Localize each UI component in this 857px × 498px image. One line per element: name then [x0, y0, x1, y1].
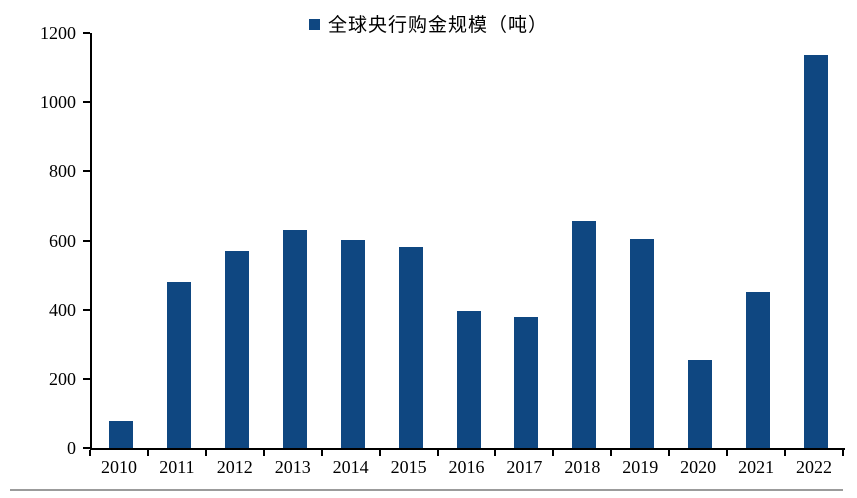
bottom-divider-line: [10, 489, 843, 491]
x-axis-tick: [494, 450, 497, 456]
bar-2019: [630, 238, 655, 448]
legend-label: 全球央行购金规模（吨）: [327, 15, 548, 36]
y-axis-label: 800: [49, 161, 76, 182]
y-axis-label: 1200: [40, 23, 76, 43]
plot-area: [90, 33, 845, 450]
x-axis-label-2017: 2017: [506, 457, 543, 477]
x-axis-tick: [610, 450, 613, 456]
x-axis-tick: [320, 450, 323, 456]
y-axis-tick: [83, 101, 90, 104]
bar-2020: [688, 359, 713, 448]
x-axis-tick: [784, 450, 787, 456]
y-axis-tick: [83, 170, 90, 173]
y-axis-tick: [83, 32, 90, 34]
y-axis-label: 1000: [40, 92, 76, 113]
x-axis-label-2013: 2013: [274, 457, 311, 477]
y-axis-tick: [83, 239, 90, 242]
y-axis-tick: [83, 447, 90, 449]
x-axis-label-2010: 2010: [100, 457, 137, 477]
x-axis-tick: [842, 450, 844, 456]
y-axis-tick: [83, 377, 90, 380]
x-axis-label-2016: 2016: [448, 457, 485, 477]
x-axis-tick: [262, 450, 265, 456]
y-axis-tick: [83, 308, 90, 311]
x-axis-label-2020: 2020: [680, 457, 717, 477]
legend-swatch-icon: [308, 19, 320, 30]
bar-2012: [224, 251, 249, 448]
x-axis-tick: [146, 450, 149, 456]
y-axis-label: 600: [49, 230, 76, 251]
y-axis-label: 400: [49, 299, 76, 320]
x-axis-tick: [436, 450, 439, 456]
x-axis-label-2022: 2022: [796, 457, 833, 477]
bar-2011: [166, 281, 191, 448]
bar-2014: [340, 240, 365, 448]
x-axis-label-2014: 2014: [332, 457, 369, 477]
x-axis-tick: [378, 450, 381, 456]
x-axis-tick: [668, 450, 671, 456]
x-axis-label-2021: 2021: [738, 457, 775, 477]
x-axis-tick: [552, 450, 555, 456]
y-axis-label: 200: [49, 368, 76, 389]
bar-2010: [108, 420, 133, 448]
x-axis-tick: [726, 450, 729, 456]
bar-2017: [514, 316, 539, 448]
x-axis-label-2018: 2018: [564, 457, 601, 477]
x-axis-tick: [204, 450, 207, 456]
bar-2018: [572, 221, 597, 448]
bar-2013: [282, 230, 307, 448]
x-axis-label-2012: 2012: [216, 457, 253, 477]
x-axis-tick: [89, 450, 91, 456]
x-axis-label-2015: 2015: [390, 457, 427, 477]
bar-2022: [804, 55, 829, 448]
x-axis-label-2011: 2011: [159, 457, 195, 477]
bar-2021: [746, 292, 771, 448]
bar-2016: [456, 311, 481, 448]
y-axis-label: 0: [67, 438, 76, 458]
bar-2015: [398, 247, 423, 448]
chart-legend: 全球央行购金规模（吨）: [0, 10, 857, 37]
x-axis-label-2019: 2019: [622, 457, 659, 477]
